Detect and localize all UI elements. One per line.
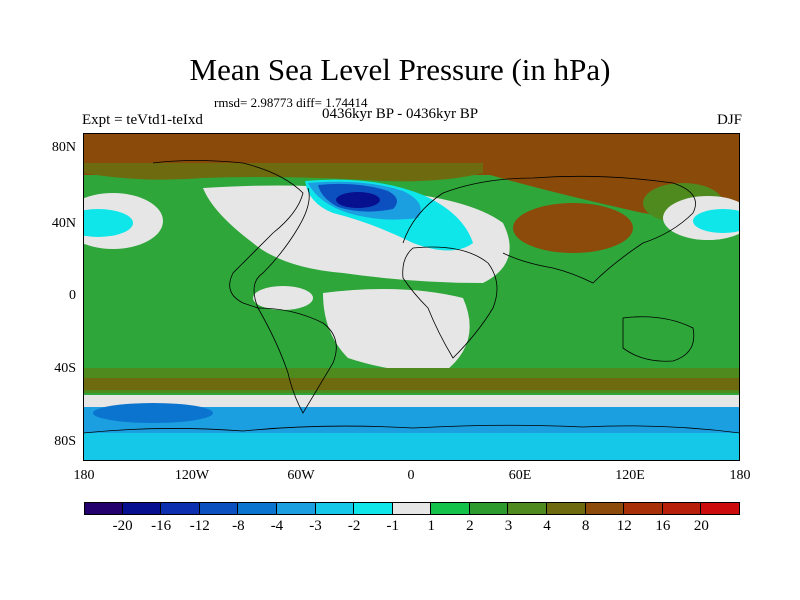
colorbar-swatch	[624, 502, 663, 515]
colorbar-swatch	[122, 502, 162, 515]
x-tick-label: 0	[407, 468, 415, 483]
colorbar-label: -12	[189, 518, 210, 534]
colorbar-swatch	[392, 502, 432, 515]
colorbar-label: 3	[504, 518, 513, 534]
atlantic-low-center	[336, 192, 380, 208]
x-tick-label: 60W	[287, 468, 315, 483]
colorbar-label: -3	[309, 518, 322, 534]
colorbar-label: 12	[616, 518, 632, 534]
colorbar-swatch	[585, 502, 625, 515]
colorbar-label: -16	[151, 518, 172, 534]
north-america-coast	[152, 160, 310, 309]
y-tick-label: 80S	[54, 434, 76, 449]
australia-coast	[622, 316, 695, 362]
x-tick-label: 180	[729, 468, 751, 483]
coastlines	[83, 160, 740, 434]
arctic-olive-band	[83, 163, 483, 182]
colorbar-label: 1	[427, 518, 436, 534]
south-america-coast	[257, 307, 337, 414]
antarctica-coast	[83, 424, 740, 434]
north-pacific-low-west	[83, 209, 133, 237]
colorbar-swatch	[84, 502, 123, 515]
colorbar-label: -1	[386, 518, 399, 534]
colorbar-swatch	[315, 502, 355, 515]
colorbar-frame	[84, 502, 740, 515]
east-pacific-neutral-region	[253, 286, 313, 310]
pressure-map	[83, 133, 740, 461]
period-label: 0436kyr BP - 0436kyr BP	[322, 106, 479, 122]
colorbar-swatch	[431, 502, 470, 515]
colorbar-swatch	[508, 502, 548, 515]
y-tick-label: 40N	[51, 216, 76, 231]
x-tick-label: 60E	[508, 468, 532, 483]
x-tick-label: 180	[73, 468, 95, 483]
colorbar-label: 16	[655, 518, 671, 534]
colorbar-swatch	[238, 502, 277, 515]
colorbar-label: -20	[112, 518, 133, 534]
colorbar-label: 8	[581, 518, 590, 534]
eurasia-coast	[402, 175, 696, 284]
colorbar-label: 2	[466, 518, 474, 534]
statistics-label: rmsd= 2.98773 diff= 1.74414	[214, 95, 368, 110]
southern-brown-belt	[83, 378, 740, 390]
colorbar-swatch	[662, 502, 702, 515]
colorbar-swatch	[547, 502, 586, 515]
africa-coast	[402, 246, 498, 359]
colorbar-swatch	[199, 502, 239, 515]
colorbar-label: -4	[270, 518, 284, 534]
colorbar-swatch	[161, 502, 200, 515]
experiment-label: Expt = teVtd1-teIxd	[82, 112, 203, 128]
north-pacific-low-east	[693, 209, 740, 233]
y-tick-label: 0	[69, 288, 76, 303]
colorbar	[84, 502, 740, 515]
colorbar-label: -8	[232, 518, 245, 534]
colorbar-label: -2	[347, 518, 361, 534]
plot-title: Mean Sea Level Pressure (in hPa)	[189, 52, 611, 87]
map-frame	[83, 133, 740, 461]
y-tick-label: 80N	[51, 140, 76, 155]
colorbar-swatch	[276, 502, 316, 515]
y-tick-label: 40S	[54, 361, 76, 376]
season-label: DJF	[716, 112, 742, 128]
x-tick-label: 120W	[174, 468, 210, 483]
colorbar-swatch	[354, 502, 393, 515]
southern-neutral-band	[83, 395, 740, 407]
south-atlantic-neutral-region	[323, 289, 470, 373]
colorbar-label: 4	[543, 518, 551, 534]
colorbar-swatch	[469, 502, 509, 515]
asia-high-core	[513, 203, 633, 253]
antarctic-low-band	[83, 433, 740, 461]
southern-ocean-low-core	[93, 403, 213, 423]
colorbar-label: 20	[693, 518, 709, 534]
x-tick-label: 120E	[615, 468, 645, 483]
